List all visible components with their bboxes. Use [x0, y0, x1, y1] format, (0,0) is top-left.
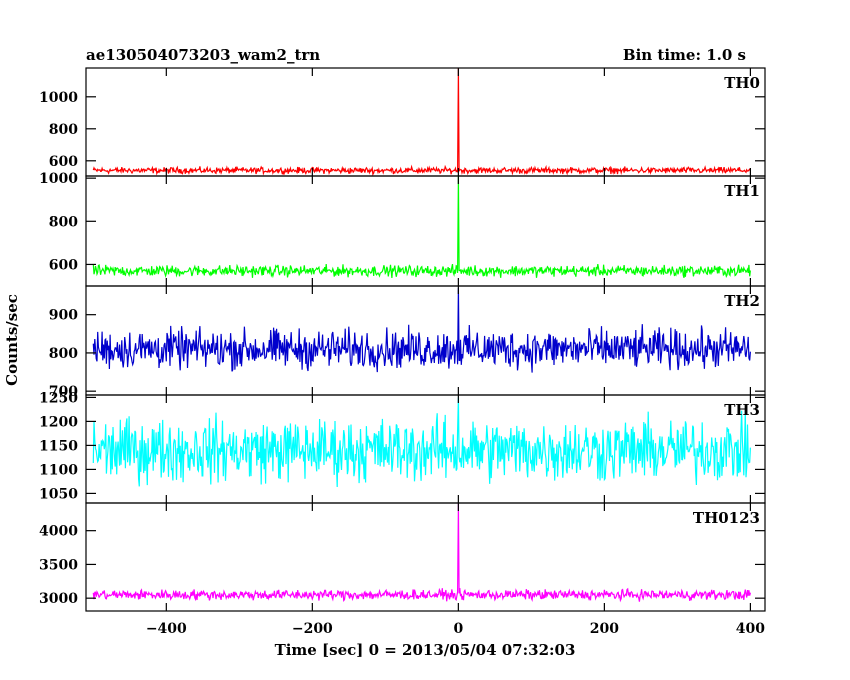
y-tick-label-th3: 1050 — [39, 486, 78, 502]
y-tick-label-th3: 1250 — [39, 390, 78, 406]
y-tick-label-th3: 1150 — [39, 438, 78, 454]
panel-label-th0: TH0 — [724, 74, 760, 92]
panel-frame-th2 — [85, 285, 766, 396]
y-tick-label-th0: 800 — [49, 122, 78, 138]
x-tick-label: 0 — [453, 621, 463, 637]
x-tick-label: 200 — [590, 621, 619, 637]
panel-label-th3: TH3 — [724, 401, 760, 419]
y-tick-label-th3: 1200 — [39, 414, 78, 430]
y-tick-label-th0: 1000 — [39, 90, 78, 106]
y-tick-label-th1: 1000 — [39, 171, 78, 187]
x-tick-label: 400 — [736, 621, 765, 637]
series-line-th2 — [92, 287, 751, 373]
panel-frame-th0 — [85, 67, 766, 177]
y-tick-label-th2: 800 — [49, 346, 78, 362]
panel-label-th2: TH2 — [724, 292, 760, 310]
y-tick-label-th0: 600 — [49, 154, 78, 170]
y-tick-label-th1: 600 — [49, 257, 78, 273]
series-line-th3 — [92, 397, 751, 488]
panel-label-th1: TH1 — [724, 182, 760, 200]
y-tick-label-th0123: 3500 — [39, 557, 78, 573]
series-line-th1 — [92, 175, 751, 279]
y-tick-label-th1: 800 — [49, 214, 78, 230]
obs-id-title: ae130504073203_wam2_trn — [86, 46, 320, 64]
panels-group: TH0 600 800 1000 TH1 600 800 1000 TH2 700 800 900 TH… — [39, 67, 766, 637]
y-tick-label-th2: 900 — [49, 308, 78, 324]
y-axis-label: Counts/sec — [3, 294, 21, 386]
y-tick-label-th0123: 3000 — [39, 591, 78, 607]
x-axis-label: Time [sec] 0 = 2013/05/04 07:32:03 — [275, 641, 576, 659]
series-line-th0 — [92, 67, 751, 177]
bin-time-label: Bin time: 1.0 s — [623, 46, 746, 64]
x-tick-label: −200 — [292, 621, 333, 637]
y-tick-label-th0123: 4000 — [39, 524, 78, 540]
x-tick-label: −400 — [146, 621, 187, 637]
panel-frame-th0123 — [85, 502, 766, 612]
panel-label-th0123: TH0123 — [693, 509, 760, 527]
y-tick-label-th3: 1100 — [39, 462, 78, 478]
series-line-th0123 — [92, 503, 751, 603]
y-tick-label-th2: 700 — [49, 384, 78, 400]
